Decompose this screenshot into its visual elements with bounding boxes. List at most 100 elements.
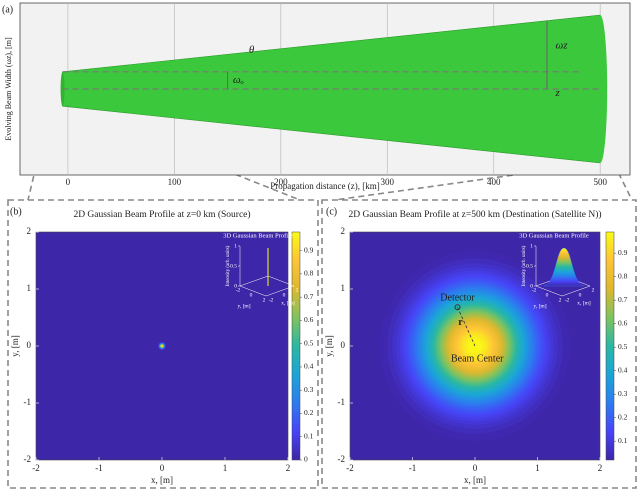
intensity-contour — [161, 345, 163, 347]
inset-axis-label: Intensity (arb. units) — [226, 245, 231, 286]
inset-tick-label: 2 — [296, 287, 299, 293]
inset-tick-label: 0 — [234, 283, 237, 289]
x-tick-label: 200 — [274, 177, 288, 187]
panel-frame — [321, 199, 637, 489]
colorbar-tick-label: 0.6 — [304, 315, 314, 324]
panel-frame — [7, 199, 319, 489]
x-tick-label: -1 — [409, 463, 417, 473]
x-tick-label: 0 — [66, 177, 71, 187]
inset-tick-label: 0.5 — [230, 263, 237, 269]
y-tick-label: 1 — [341, 283, 346, 293]
inset-tick-label: -2 — [269, 297, 274, 303]
annotation: θ — [249, 44, 255, 56]
y-tick-label: 0 — [341, 340, 346, 350]
colorbar-tick-label: 0.7 — [618, 295, 628, 304]
inset-tick-label: -2 — [236, 287, 241, 293]
inset-axis-label: Intensity (arb. units) — [522, 245, 527, 286]
colorbar-tick-label: 0.3 — [304, 385, 314, 394]
inset-tick-label: 0 — [530, 283, 533, 289]
panel-label: (a) — [2, 4, 13, 15]
x-axis-label: x, [m] — [151, 475, 173, 485]
connector — [613, 163, 633, 201]
colorbar-tick-label: 0.8 — [618, 271, 628, 280]
x-tick-label: 500 — [593, 177, 607, 187]
colorbar-tick-label: 0.6 — [618, 318, 628, 327]
x-tick-label: 2 — [286, 463, 291, 473]
x-tick-label: 0 — [160, 463, 165, 473]
colorbar-tick-label: 0.1 — [618, 436, 628, 445]
inset-axis-label: x, [m] — [577, 300, 591, 306]
colorbar-tick-label: 0.1 — [304, 431, 314, 440]
distance-line — [457, 307, 476, 347]
colorbar-tick-label: 0.7 — [304, 292, 314, 301]
inset-tick-label: -2 — [532, 287, 537, 293]
colorbar — [291, 231, 301, 461]
colorbar-tick-label: 0.9 — [304, 245, 314, 254]
colorbar-tick-label: 0.4 — [618, 365, 628, 374]
panel-label: (c) — [326, 206, 337, 217]
x-tick-label: -2 — [346, 463, 354, 473]
annotation: Beam Center — [451, 353, 504, 364]
colorbar-tick-label: 0.5 — [618, 342, 628, 351]
annotation: r — [458, 317, 463, 328]
y-tick-label: -1 — [338, 397, 346, 407]
y-axis-label: y, [m] — [324, 335, 334, 356]
x-axis-label: Propagation distance (z), [km] — [270, 181, 379, 191]
x-tick-label: 1 — [535, 463, 540, 473]
inset-axis-label: y, [m] — [533, 303, 546, 309]
x-tick-label: 100 — [168, 177, 182, 187]
panel-label: (b) — [10, 206, 22, 217]
inset-title: 3D Gaussian Beam Profile — [519, 232, 589, 239]
annotation: ωₒ — [233, 74, 244, 86]
colorbar-tick-label: 0.3 — [618, 389, 628, 398]
inset-tick-label: 1 — [530, 243, 533, 249]
colorbar-tick-label: 0.9 — [618, 248, 628, 257]
inset-tick-label: 0 — [250, 292, 253, 298]
inset-tick-label: 0 — [283, 292, 286, 298]
annotation: ωz — [555, 40, 568, 52]
y-tick-label: -1 — [24, 397, 32, 407]
inset-tick-label: 0 — [579, 292, 582, 298]
x-tick-label: -2 — [32, 463, 40, 473]
y-tick-label: -2 — [338, 454, 346, 464]
y-tick-label: 2 — [341, 226, 346, 236]
inset-axis-label: x, [m] — [281, 300, 295, 306]
colorbar-tick-label: 0.4 — [304, 362, 314, 371]
beam-end — [593, 15, 608, 163]
x-axis-label: x, [m] — [464, 475, 486, 485]
inset-tick-label: 2 — [263, 297, 266, 303]
chart-title: 2D Gaussian Beam Profile at z=0 km (Sour… — [73, 209, 250, 220]
detector — [454, 304, 461, 311]
x-tick-label: 300 — [381, 177, 395, 187]
inset-tick-label: -2 — [565, 297, 570, 303]
colorbar-tick-label: 0.2 — [304, 408, 314, 417]
x-tick-label: 0 — [473, 463, 478, 473]
annotation: Detector — [440, 293, 475, 304]
inset-tick-label: 0 — [546, 292, 549, 298]
heatmap — [157, 341, 167, 351]
inset-tick-label: 0.5 — [526, 263, 533, 269]
x-tick-label: 2 — [598, 463, 603, 473]
y-tick-label: 2 — [27, 226, 32, 236]
x-tick-label: -1 — [95, 463, 103, 473]
colorbar-tick-label: 0.2 — [618, 412, 628, 421]
y-axis-label: y, [m] — [10, 335, 20, 356]
colorbar — [605, 231, 615, 461]
inset-axis-label: y, [m] — [237, 303, 250, 309]
y-tick-label: 1 — [27, 283, 32, 293]
y-tick-label: -2 — [24, 454, 32, 464]
inset-title: 3D Gaussian Beam Profile — [223, 232, 293, 239]
x-tick-label: 1 — [223, 463, 228, 473]
inset-floor — [239, 275, 295, 297]
chart-title: 2D Gaussian Beam Profile at z=500 km (De… — [348, 209, 601, 220]
colorbar-tick-label: 0 — [304, 455, 308, 464]
colorbar-tick-label: 0.8 — [304, 269, 314, 278]
annotation: z — [554, 87, 560, 99]
x-tick-label: 400 — [487, 177, 501, 187]
inset-tick-label: 1 — [234, 243, 237, 249]
y-axis-label: Evolving Beam Width (ωz), [m] — [4, 37, 13, 141]
inset-tick-label: 2 — [559, 297, 562, 303]
inset-tick-label: 2 — [592, 287, 595, 293]
y-tick-label: 0 — [27, 340, 32, 350]
